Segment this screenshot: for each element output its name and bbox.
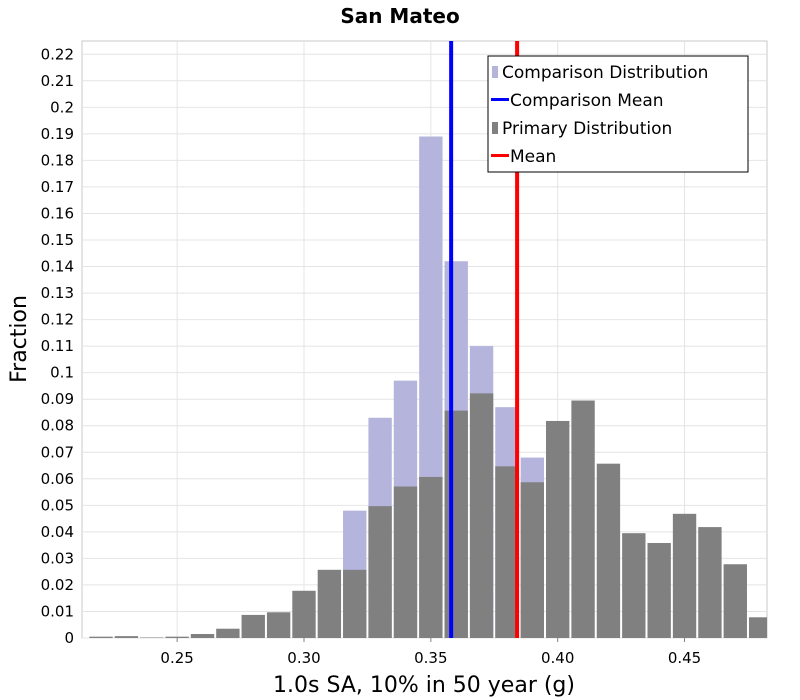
y-tick-label: 0.02 (41, 576, 74, 594)
y-tick-label: 0.12 (41, 311, 74, 329)
legend-swatch-comparison-distribution (492, 66, 498, 78)
primary-bar (571, 400, 595, 638)
primary-bar (546, 420, 570, 638)
primary-bar (698, 527, 722, 638)
y-tick-label: 0.06 (41, 470, 74, 488)
legend-label-primary-distribution: Primary Distribution (502, 119, 672, 139)
y-tick-label: 0.18 (41, 151, 74, 169)
x-tick-label: 0.45 (668, 649, 701, 667)
y-tick-label: 0.1 (50, 364, 74, 382)
legend-label-mean: Mean (510, 147, 556, 167)
x-tick-label: 0.25 (160, 649, 193, 667)
primary-bar (723, 564, 747, 638)
primary-bar (140, 637, 164, 638)
y-tick-label: 0.13 (41, 284, 74, 302)
chart-title: San Mateo (340, 4, 459, 28)
y-tick-label: 0.22 (41, 45, 74, 63)
legend-swatch-comparison-mean (491, 98, 509, 101)
primary-bar (368, 506, 392, 638)
y-tick-label: 0.16 (41, 204, 74, 222)
primary-bar (748, 617, 767, 638)
primary-bar (596, 463, 621, 638)
legend-label-comparison-distribution: Comparison Distribution (502, 63, 708, 83)
y-tick-label: 0.19 (41, 125, 74, 143)
y-tick-label: 0.14 (41, 258, 74, 276)
x-axis-title: 1.0s SA, 10% in 50 year (g) (273, 673, 575, 698)
primary-bar (419, 476, 443, 638)
primary-bar (622, 533, 646, 638)
y-tick-label: 0.01 (41, 602, 74, 620)
primary-bar (216, 628, 240, 638)
primary-bar (165, 636, 189, 638)
primary-bar (317, 569, 342, 638)
x-tick-label: 0.30 (287, 649, 320, 667)
primary-bar (495, 466, 519, 638)
y-tick-label: 0.2 (50, 98, 74, 116)
y-tick-label: 0.15 (41, 231, 74, 249)
primary-bar (292, 590, 316, 638)
x-tick-label: 0.40 (541, 649, 574, 667)
primary-bar (672, 513, 697, 638)
primary-bar (343, 569, 367, 638)
y-axis-ticks: 0 0.01 0.02 0.03 0.04 0.05 0.06 0.07 0.08 0.09 0.1… (41, 45, 74, 647)
y-tick-label: 0.09 (41, 390, 74, 408)
primary-bar (114, 636, 139, 638)
legend-swatch-mean (491, 154, 509, 157)
y-tick-label: 0.07 (41, 443, 74, 461)
y-tick-label: 0.05 (41, 496, 74, 514)
primary-bar (190, 634, 215, 638)
primary-bar (241, 614, 265, 638)
y-tick-label: 0 (64, 629, 74, 647)
primary-bar (266, 612, 291, 638)
y-tick-label: 0.04 (41, 523, 74, 541)
legend-swatch-primary-distribution (492, 122, 498, 134)
primary-bar (89, 636, 113, 638)
legend: Comparison Distribution Comparison Mean … (487, 55, 749, 173)
legend-box (487, 55, 749, 173)
y-tick-label: 0.17 (41, 178, 74, 196)
y-axis-title: Fraction (7, 295, 32, 383)
y-tick-label: 0.11 (41, 337, 74, 355)
primary-bars (89, 393, 767, 638)
y-tick-label: 0.08 (41, 417, 74, 435)
primary-bar (647, 543, 671, 638)
primary-bar (469, 393, 494, 638)
x-tick-label: 0.35 (414, 649, 447, 667)
y-tick-label: 0.03 (41, 549, 74, 567)
primary-bar (444, 410, 468, 638)
x-axis-ticks: 0.25 0.30 0.35 0.40 0.45 (160, 638, 701, 667)
legend-label-comparison-mean: Comparison Mean (510, 91, 664, 111)
primary-bar (393, 486, 418, 638)
primary-bar (520, 482, 545, 638)
y-tick-label: 0.21 (41, 72, 74, 90)
